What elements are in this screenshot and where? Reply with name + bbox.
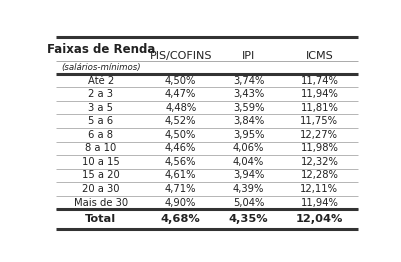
Text: Faixas de Renda: Faixas de Renda	[47, 43, 155, 56]
Text: 15 a 20: 15 a 20	[82, 171, 119, 181]
Text: 4,47%: 4,47%	[165, 89, 196, 99]
Text: 10 a 15: 10 a 15	[82, 157, 119, 167]
Text: 20 a 30: 20 a 30	[82, 184, 119, 194]
Text: 11,94%: 11,94%	[300, 198, 338, 208]
Text: 5 a 6: 5 a 6	[88, 116, 113, 126]
Text: 12,11%: 12,11%	[300, 184, 338, 194]
Text: (salários-mínimos): (salários-mínimos)	[61, 63, 141, 72]
Text: 4,06%: 4,06%	[233, 143, 264, 153]
Text: IPI: IPI	[242, 51, 255, 61]
Text: 4,04%: 4,04%	[233, 157, 264, 167]
Text: 3,43%: 3,43%	[233, 89, 264, 99]
Text: 12,04%: 12,04%	[296, 214, 343, 224]
Text: 4,46%: 4,46%	[165, 143, 196, 153]
Text: 4,50%: 4,50%	[165, 130, 196, 140]
Text: 4,56%: 4,56%	[165, 157, 196, 167]
Text: 11,81%: 11,81%	[300, 103, 338, 113]
Text: 4,35%: 4,35%	[229, 214, 268, 224]
Text: 3,84%: 3,84%	[233, 116, 264, 126]
Text: 4,50%: 4,50%	[165, 75, 196, 86]
Text: 3,74%: 3,74%	[233, 75, 264, 86]
Text: 11,75%: 11,75%	[300, 116, 338, 126]
Text: 4,68%: 4,68%	[161, 214, 200, 224]
Text: Total: Total	[85, 214, 116, 224]
Text: 3 a 5: 3 a 5	[88, 103, 113, 113]
Text: ICMS: ICMS	[306, 51, 333, 61]
Text: 4,61%: 4,61%	[165, 171, 196, 181]
Text: 4,71%: 4,71%	[165, 184, 196, 194]
Text: 5,04%: 5,04%	[233, 198, 264, 208]
Text: 8 a 10: 8 a 10	[85, 143, 116, 153]
Text: 12,32%: 12,32%	[300, 157, 338, 167]
Text: PIS/COFINS: PIS/COFINS	[150, 51, 212, 61]
Text: 3,95%: 3,95%	[233, 130, 264, 140]
Text: 4,52%: 4,52%	[165, 116, 196, 126]
Text: 6 a 8: 6 a 8	[88, 130, 113, 140]
Text: 11,74%: 11,74%	[300, 75, 338, 86]
Text: 4,39%: 4,39%	[233, 184, 264, 194]
Text: Mais de 30: Mais de 30	[74, 198, 128, 208]
Text: 3,59%: 3,59%	[233, 103, 264, 113]
Text: 4,90%: 4,90%	[165, 198, 196, 208]
Text: 12,28%: 12,28%	[300, 171, 338, 181]
Text: 12,27%: 12,27%	[300, 130, 338, 140]
Text: 2 a 3: 2 a 3	[88, 89, 113, 99]
Text: 4,48%: 4,48%	[165, 103, 196, 113]
Text: Até 2: Até 2	[88, 75, 114, 86]
Text: 11,98%: 11,98%	[300, 143, 338, 153]
Text: 11,94%: 11,94%	[300, 89, 338, 99]
Text: 3,94%: 3,94%	[233, 171, 264, 181]
